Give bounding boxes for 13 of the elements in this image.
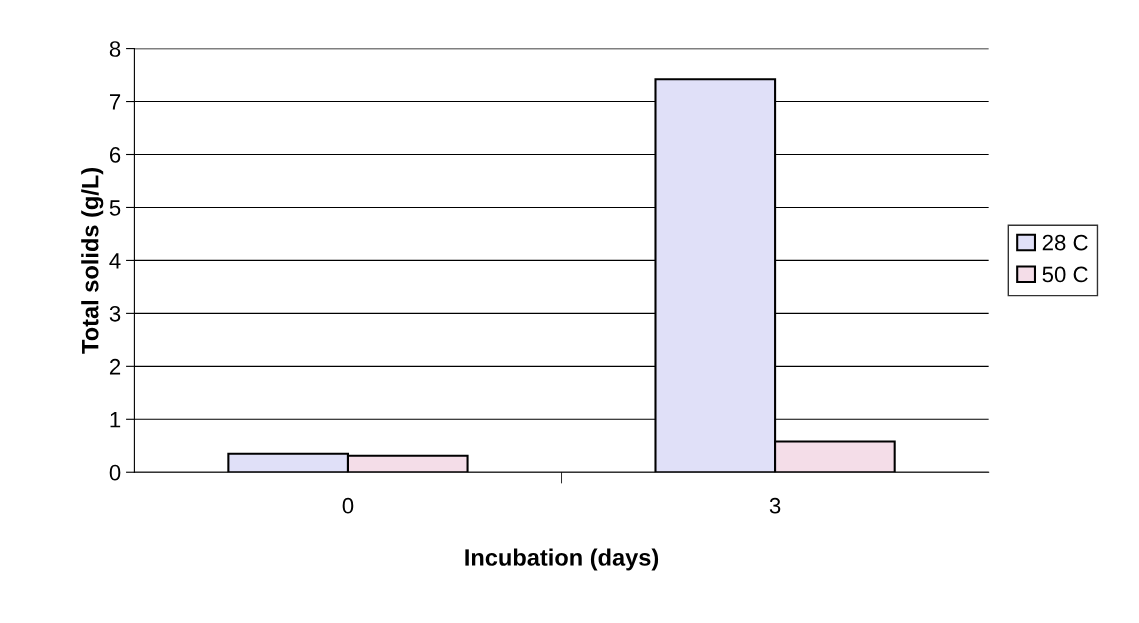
y-tick-label: 0: [109, 464, 121, 481]
y-tick-label: 6: [109, 147, 121, 163]
legend-label: 50 C: [1042, 266, 1088, 283]
legend-label: 28 C: [1042, 234, 1088, 251]
y-tick-label: 2: [109, 358, 121, 375]
y-tick-label: 1: [110, 412, 121, 428]
y-tick-label: 8: [109, 41, 121, 57]
x-axis-title: Incubation (days): [465, 548, 659, 571]
y-tick-label: 5: [109, 200, 121, 216]
y-tick-label: 3: [109, 305, 121, 322]
y-tick-label: 7: [109, 94, 121, 110]
y-axis-title: Total solids (g/L): [81, 168, 104, 354]
y-tick-label: 4: [109, 253, 121, 269]
